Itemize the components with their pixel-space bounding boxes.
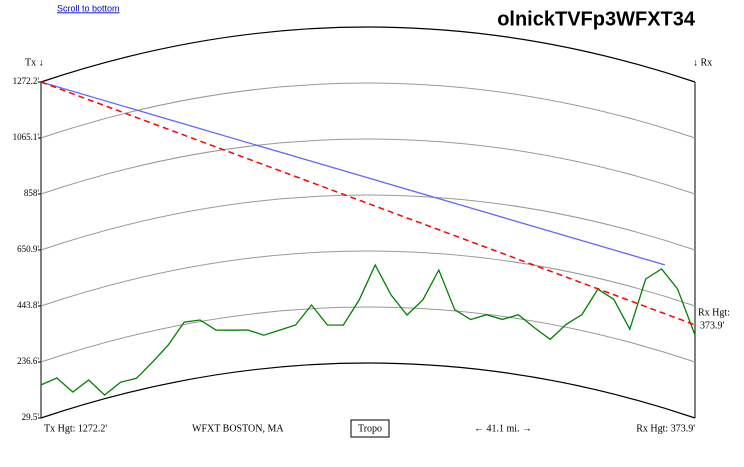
rx-side-label: Rx Hgt:: [698, 307, 730, 318]
grid-arc: [40, 82, 696, 139]
y-tick-label: 1065.1': [13, 132, 40, 142]
rx-side-label: 373.9': [700, 320, 725, 331]
y-tick-label: 236.6': [17, 356, 39, 366]
footer-rx: Rx Hgt: 373.9': [636, 423, 695, 434]
scroll-link[interactable]: Scroll to bottom: [57, 3, 120, 13]
y-tick-label: 1272.2': [13, 76, 40, 86]
footer-tx: Tx Hgt: 1272.2': [44, 423, 107, 434]
tropo-button[interactable]: [350, 419, 390, 438]
footer-distance: ← 41.1 mi. →: [474, 423, 532, 434]
grid-arc: [40, 194, 696, 251]
tx-label: Tx ↓: [25, 57, 44, 68]
series-line: [40, 81, 696, 326]
grid-arc: [40, 138, 696, 195]
footer-station: WFXT BOSTON, MA: [192, 423, 284, 434]
grid-arc: [40, 362, 696, 419]
series-line: [40, 81, 665, 266]
y-tick-label: 650.9': [17, 244, 39, 254]
tropo-button-label[interactable]: Tropo: [358, 423, 382, 434]
grid-arc: [40, 306, 696, 363]
rx-label: ↓ Rx: [693, 57, 712, 68]
y-tick-label: 443.8': [17, 300, 39, 310]
y-tick-label: 29.5': [22, 412, 40, 422]
series-line: [40, 263, 696, 396]
chart-title: olnickTVFp3WFXT34: [497, 8, 696, 30]
grid-arc: [40, 250, 696, 307]
y-tick-label: 858': [24, 188, 40, 198]
grid-arc: [40, 26, 696, 83]
